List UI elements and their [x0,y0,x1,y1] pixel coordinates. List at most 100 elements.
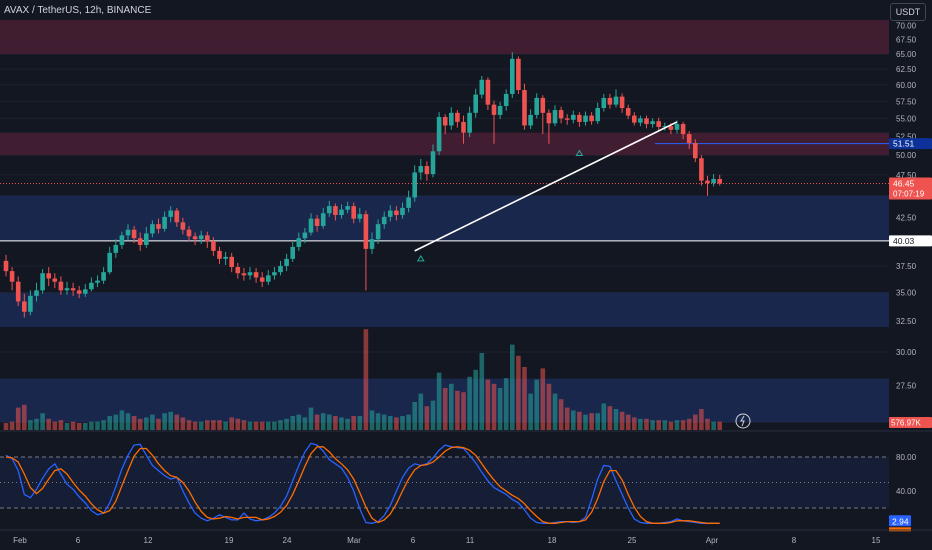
candle-body [546,112,552,124]
volume-bar [223,421,228,430]
volume-bar [64,423,70,430]
candle-body [711,178,716,184]
candle-body [516,58,521,91]
candle-body [528,114,533,126]
volume-bar [528,393,533,430]
candle-body [497,105,503,115]
volume-bar [113,414,119,430]
volume-bar [369,410,375,430]
volume-bar [625,414,631,430]
volume-bar [52,421,58,430]
resistance-zone [0,20,889,55]
level-blue-tag: 51.51 [893,139,915,149]
volume-bar [162,413,167,430]
volume-bar [180,417,186,430]
volume-bar [107,416,112,430]
candle-body [247,272,253,276]
candle-body [284,258,289,266]
volume-bar [455,390,460,430]
price-axis-label: 70.00 [896,21,917,30]
candle-body [589,115,594,122]
candle-body [131,229,137,239]
candle-body [223,256,228,259]
candle-body [705,180,710,184]
candle-body [22,301,27,312]
candle-body [345,206,350,210]
volume-tag-bg [889,417,932,428]
volume-bar [534,379,539,430]
candle-body [491,104,497,115]
volume-bar [449,383,454,430]
current-price-tag-bg [889,177,932,200]
price-axis-label: 42.50 [896,214,917,223]
volume-bar [711,421,716,430]
volume-bar [308,407,314,430]
volume-bar [662,420,668,430]
lightning-icon [735,413,751,429]
candle-body [70,288,76,291]
candle-body [430,151,436,175]
candle-body [619,96,625,109]
volume-bar [510,344,515,430]
volume-bar [168,411,173,430]
candle-body [650,121,655,125]
candle-body [266,275,271,282]
stoch-d-line [5,446,720,524]
candle-body [394,210,399,216]
candle-body [503,93,509,106]
candle-body [320,213,326,226]
volume-bar [22,404,27,430]
volume-bar [699,409,704,430]
volume-bar [540,368,546,430]
candle-body [388,210,393,217]
volume-bar [412,402,417,430]
volume-bar [76,423,82,430]
candle-body [510,58,515,94]
candle-body [15,281,21,302]
volume-bar [229,417,234,430]
time-axis-label: 18 [548,536,557,545]
currency-button[interactable]: USDT [890,3,926,21]
candle-body [52,278,58,282]
candle-body [192,236,198,240]
time-axis-label: 24 [283,536,292,545]
volume-bar [491,383,497,430]
candle-body [412,172,417,198]
candle-body [327,206,332,214]
volume-bar [137,418,143,430]
time-axis-label: 8 [792,536,797,545]
candle-body [455,112,460,122]
volume-bar [656,420,661,430]
volume-tag: 576.97K [891,419,921,428]
candle-body [205,235,210,242]
volume-bar [619,411,625,430]
time-axis-label: 15 [872,536,881,545]
candle-body [302,232,308,239]
candle-body [339,209,344,216]
volume-bar [705,418,710,430]
volume-bar [461,392,466,430]
volume-bar [693,414,698,430]
volume-bar [668,421,674,430]
candle-body [467,112,472,133]
volume-bar [144,417,149,430]
candle-body [473,94,478,113]
candle-body [632,115,637,123]
stoch-axis-label: 80.00 [896,453,917,462]
candle-body [693,142,698,159]
volume-bar [186,420,192,430]
volume-bar [241,420,247,430]
candle-body [485,79,491,105]
candle-body [638,118,643,123]
volume-bar [284,418,289,430]
volume-bar [680,420,686,430]
support-zone [0,292,889,328]
volume-bar [290,416,295,430]
price-axis-label: 60.00 [896,81,917,90]
volume-bar [333,416,338,430]
candle-body [668,126,674,130]
candle-body [607,97,613,105]
candle-body [686,134,692,143]
volume-bar [83,423,88,430]
